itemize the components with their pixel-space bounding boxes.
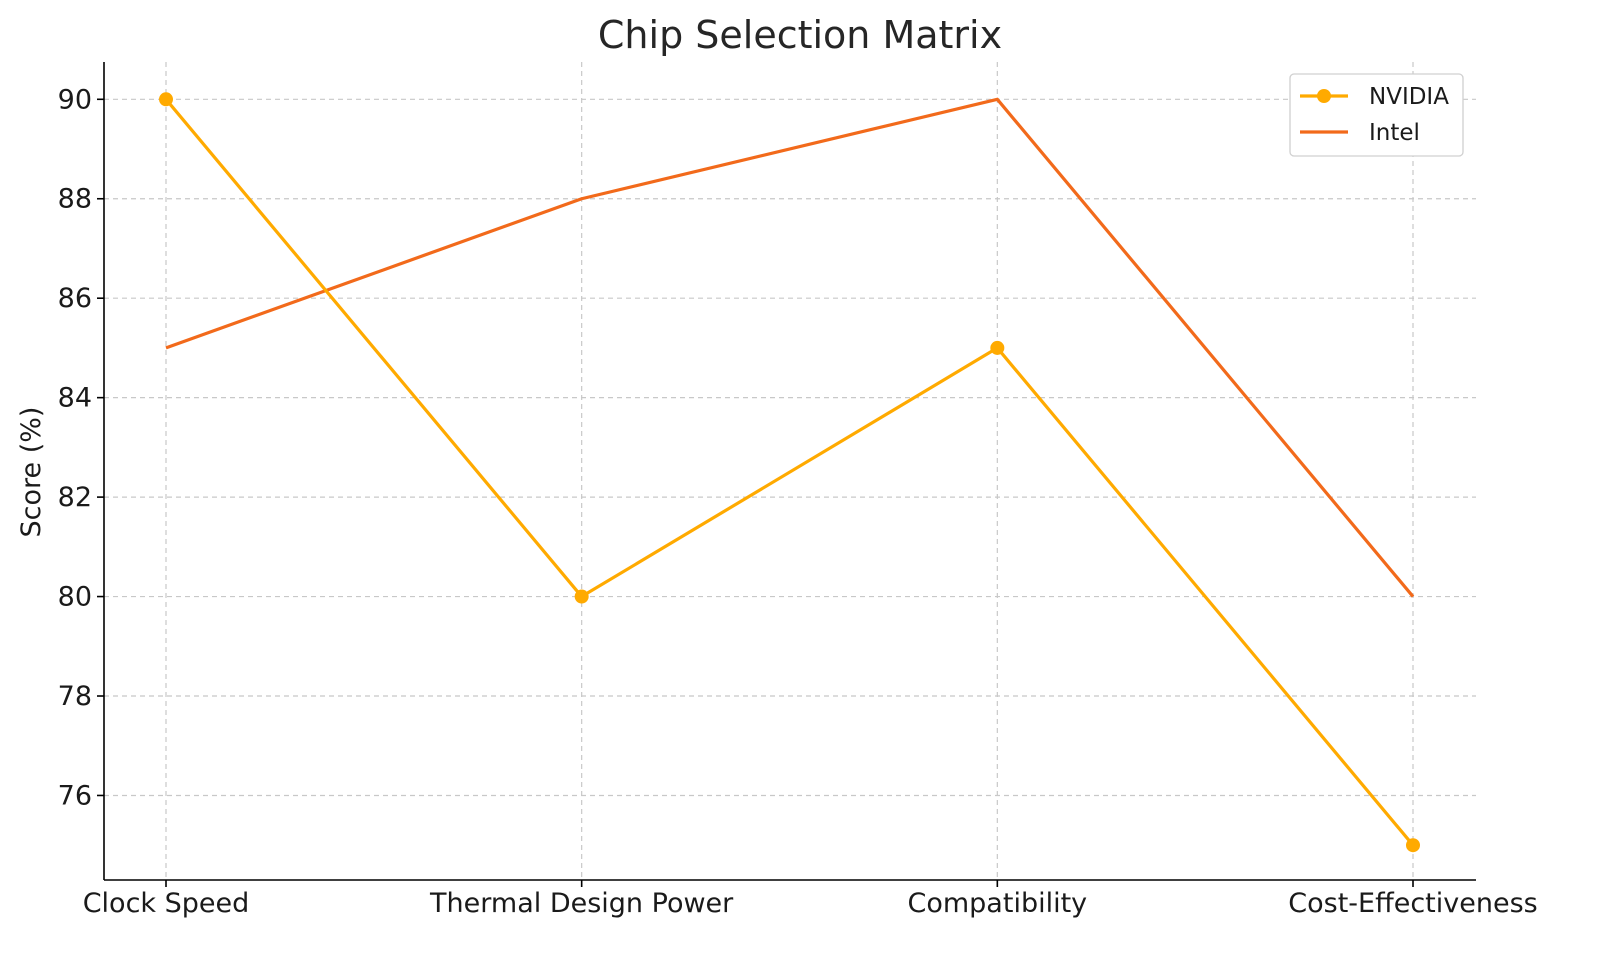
x-tick-label: Clock Speed <box>83 888 250 919</box>
tick-labels: 76 78 80 82 84 86 88 90 Clock Speed Thermal Desig… <box>58 84 1538 919</box>
axes <box>97 62 1476 887</box>
y-tick-label: 84 <box>58 383 92 414</box>
nvidia-series-line <box>164 98 1415 847</box>
y-tick-label: 82 <box>58 482 92 513</box>
legend: NVIDIA Intel <box>1289 73 1464 157</box>
y-tick-label: 78 <box>58 681 92 712</box>
chart-title: Chip Selection Matrix <box>598 13 1002 57</box>
nvidia-legend-label: NVIDIA <box>1369 84 1449 110</box>
intel-legend-label: Intel <box>1369 120 1420 146</box>
x-tick-label: Thermal Design Power <box>429 888 734 919</box>
nvidia-data-point <box>1406 838 1420 853</box>
x-tick-label: Cost-Effectiveness <box>1288 888 1537 919</box>
y-tick-label: 76 <box>58 780 92 811</box>
y-tick-label: 80 <box>58 582 92 613</box>
x-tick-label: Compatibility <box>908 888 1088 919</box>
intel-series-line <box>165 97 1415 598</box>
nvidia-data-point <box>574 589 589 604</box>
nvidia-data-point <box>159 92 173 107</box>
y-axis-label: Score (%) <box>16 407 47 538</box>
y-tick-label: 88 <box>58 184 92 215</box>
y-tick-label: 86 <box>58 283 92 314</box>
nvidia-legend-marker <box>1317 89 1331 103</box>
series-lines <box>159 92 1420 853</box>
y-tick-label: 90 <box>58 84 92 115</box>
nvidia-data-point <box>990 340 1005 355</box>
